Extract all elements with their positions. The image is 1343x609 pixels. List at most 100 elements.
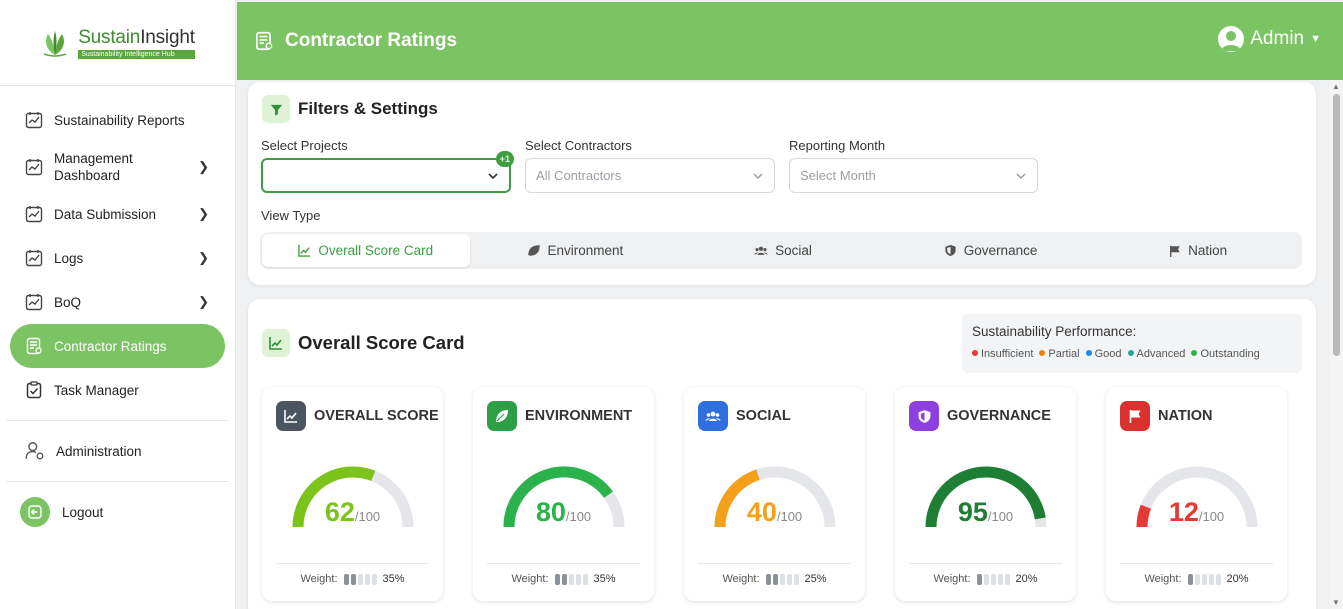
weight-percent: 35% (593, 573, 616, 585)
sidebar-item-label: Sustainability Reports (54, 112, 185, 128)
logout-icon (20, 497, 50, 527)
scroll-down-icon[interactable]: ▼ (1332, 598, 1340, 607)
score-value: 62/100 (262, 497, 443, 528)
chevron-down-icon (753, 173, 763, 179)
brand-logo[interactable]: SustainInsight Sustainability Intelligen… (0, 0, 235, 86)
user-settings-icon (25, 442, 44, 460)
weight-bar-segment (1215, 573, 1221, 585)
score-card-overall-score[interactable]: OVERALL SCORE 62/100 Weight: 35% (262, 387, 443, 601)
projects-select[interactable]: +1 (261, 151, 514, 193)
scroll-thumb[interactable] (1333, 94, 1340, 356)
score-value: 12/100 (1106, 497, 1287, 528)
score-card-governance[interactable]: GOVERNANCE 95/100 Weight: 20% (895, 387, 1076, 601)
flag-icon (1170, 245, 1180, 257)
sidebar-item-task-manager[interactable]: Task Manager (10, 368, 225, 412)
rating-document-icon (256, 31, 273, 51)
chevron-right-icon: ❯ (198, 159, 209, 174)
month-placeholder: Select Month (800, 168, 876, 183)
legend-label: Outstanding (1200, 348, 1260, 360)
user-menu[interactable]: Admin ▼ (1218, 26, 1321, 52)
score-card-nation[interactable]: NATION 12/100 Weight: 20% (1106, 387, 1287, 601)
legend-label: Insufficient (981, 348, 1034, 360)
sidebar-item-management-dashboard[interactable]: Management Dashboard ❯ (10, 142, 225, 192)
gauge-fill (292, 466, 376, 528)
sidebar-item-label: Data Submission (54, 206, 157, 222)
score-gauge (1136, 466, 1258, 528)
weight-bar-segment (779, 573, 785, 585)
weight-row: Weight: 20% (909, 563, 1062, 585)
legend-dot (1127, 350, 1134, 356)
user-name: Admin (1250, 28, 1305, 49)
users-icon (754, 246, 768, 255)
page-title: Contractor Ratings (285, 30, 458, 51)
weight-bar-segment (1187, 573, 1193, 585)
metric-label: NATION (1158, 408, 1213, 424)
tab-label: Governance (963, 243, 1038, 258)
tab-label: Overall Score Card (318, 243, 434, 258)
tab-environment[interactable]: Environment (472, 232, 680, 269)
weight-label: Weight: (933, 573, 971, 585)
sidebar-item-logs[interactable]: Logs ❯ (10, 236, 225, 280)
score-denominator: /100 (565, 509, 592, 524)
gauge-track (1136, 466, 1258, 528)
tab-label: Nation (1188, 243, 1228, 258)
tab-nation[interactable]: Nation (1094, 232, 1302, 269)
metric-label: ENVIRONMENT (525, 408, 633, 424)
month-select[interactable]: Select Month (789, 158, 1038, 193)
sidebar: SustainInsight Sustainability Intelligen… (0, 0, 236, 609)
score-denominator: /100 (776, 509, 803, 524)
users-icon (698, 401, 728, 431)
score-gauge (925, 466, 1047, 528)
legend-dot (1191, 350, 1198, 356)
sidebar-item-label: Administration (56, 443, 142, 459)
score-card-environment[interactable]: ENVIRONMENT 80/100 Weight: 35% (473, 387, 654, 601)
score-value: 95/100 (895, 497, 1076, 528)
legend-item: Partial (1039, 348, 1080, 360)
weight-bar-segment (793, 573, 799, 585)
weight-bar-segment (575, 573, 581, 585)
tab-label: Environment (547, 243, 624, 258)
weight-bar-segment (561, 573, 567, 585)
weight-bar-segment (554, 573, 560, 585)
weight-bar-segment (1004, 573, 1010, 585)
sidebar-item-label: BoQ (54, 294, 82, 310)
score-gauge (503, 466, 625, 528)
report-chart-icon (25, 294, 43, 311)
contractors-select[interactable]: All Contractors (525, 158, 775, 193)
sidebar-nav: Sustainability Reports Management Dashbo… (0, 86, 235, 534)
score-value: 80/100 (473, 497, 654, 528)
brand-name: SustainInsight (78, 26, 195, 48)
legend-title: Sustainability Performance: (972, 324, 1137, 339)
sidebar-item-sustainability-reports[interactable]: Sustainability Reports (10, 98, 225, 142)
metric-label: GOVERNANCE (947, 408, 1051, 424)
weight-row: Weight: 25% (698, 563, 851, 585)
weight-label: Weight: (722, 573, 760, 585)
score-number: 62 (324, 497, 355, 527)
legend-items: Insufficient Partial Good Advanced Outstandi… (972, 348, 1292, 360)
sidebar-item-data-submission[interactable]: Data Submission ❯ (10, 192, 225, 236)
weight-label: Weight: (511, 573, 549, 585)
metric-label: SOCIAL (736, 408, 791, 424)
tab-overall-score-card[interactable]: Overall Score Card (262, 234, 470, 267)
scroll-up-icon[interactable]: ▲ (1332, 82, 1340, 91)
scrollbar[interactable]: ▲ ▼ (1329, 80, 1343, 609)
sidebar-item-label: Management Dashboard (54, 151, 133, 183)
rating-document-icon (26, 337, 42, 355)
weight-row: Weight: 20% (1120, 563, 1273, 585)
weight-bar-segment (976, 573, 982, 585)
weight-bar-segment (371, 573, 377, 585)
sidebar-item-administration[interactable]: Administration (10, 429, 225, 473)
weight-label: Weight: (1144, 573, 1182, 585)
legend-label: Advanced (1136, 348, 1186, 360)
logout-button[interactable]: Logout (10, 490, 225, 534)
sidebar-item-boq[interactable]: BoQ ❯ (10, 280, 225, 324)
score-card-social[interactable]: SOCIAL 40/100 Weight: 25% (684, 387, 865, 601)
tab-governance[interactable]: Governance (887, 232, 1095, 269)
report-chart-icon (25, 159, 43, 176)
gauge-fill (925, 466, 1046, 528)
chevron-down-icon (488, 173, 498, 180)
tab-social[interactable]: Social (679, 232, 887, 269)
sidebar-item-contractor-ratings[interactable]: Contractor Ratings (10, 324, 225, 368)
chevron-right-icon: ❯ (198, 206, 209, 221)
gauge-fill (503, 466, 613, 528)
